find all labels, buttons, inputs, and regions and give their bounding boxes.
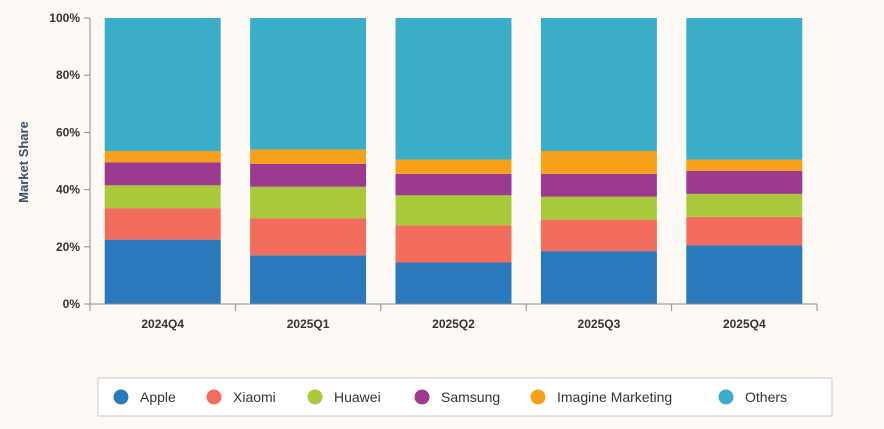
bar-2025q3-imagine-marketing	[540, 150, 657, 174]
legend-swatch	[206, 389, 222, 405]
legend-label: Huawei	[334, 389, 381, 405]
legend-item-apple[interactable]: Apple	[113, 389, 177, 405]
bar-2025q2-imagine-marketing	[395, 159, 512, 174]
bar-2024q4-imagine-marketing	[104, 150, 221, 163]
bar-2025q1-xiaomi	[250, 218, 367, 256]
x-tick-label: 2025Q3	[578, 317, 621, 331]
legend-item-others[interactable]: Others	[718, 389, 788, 405]
bar-2025q1-apple	[250, 255, 367, 304]
bar-2025q1-huawei	[250, 186, 367, 219]
legend-item-samsung[interactable]: Samsung	[414, 389, 501, 405]
bar-2024q4-samsung	[104, 162, 221, 186]
bar-2024q4-huawei	[104, 185, 221, 209]
bar-2025q4-imagine-marketing	[686, 159, 803, 172]
legend-label: Samsung	[441, 389, 500, 405]
legend-swatch	[113, 389, 129, 405]
bar-2025q1-others	[250, 18, 367, 150]
bar-2025q3-xiaomi	[540, 219, 657, 252]
legend-item-huawei[interactable]: Huawei	[307, 389, 381, 405]
bar-2025q1-imagine-marketing	[250, 149, 367, 164]
bar-2024q4-apple	[104, 239, 221, 304]
bar-2025q2-apple	[395, 262, 512, 304]
bar-2025q4-xiaomi	[686, 216, 803, 246]
bar-2025q3-others	[540, 18, 657, 151]
bar-2025q3-huawei	[540, 196, 657, 220]
x-tick-label: 2025Q2	[432, 317, 475, 331]
bar-2025q4-others	[686, 18, 803, 160]
bar-2024q4-xiaomi	[104, 208, 221, 240]
legend-item-xiaomi[interactable]: Xiaomi	[206, 389, 276, 405]
legend: Apple Xiaomi Huawei Samsung Imagine Marketin…	[97, 377, 833, 417]
bar-2025q3-samsung	[540, 173, 657, 197]
y-tick-label: 0%	[63, 297, 81, 311]
bar-2025q2-xiaomi	[395, 225, 512, 263]
bar-2025q1-samsung	[250, 163, 367, 187]
legend-label: Imagine Marketing	[557, 389, 672, 405]
bar-2025q4-huawei	[686, 193, 803, 217]
bar-2025q4-apple	[686, 245, 803, 304]
bar-2025q2-huawei	[395, 195, 512, 226]
legend-swatch	[718, 389, 734, 405]
x-axis: 2024Q4 2025Q1 2025Q2 2025Q3 2025Q4	[89, 303, 818, 331]
y-axis: 0% 20% 40% 60% 80% 100%	[49, 11, 91, 311]
bar-2024q4-others	[104, 18, 221, 151]
y-axis-title: Market Share	[16, 121, 31, 203]
y-tick-label: 80%	[56, 68, 80, 82]
bar-2025q3-apple	[540, 251, 657, 304]
x-tick-label: 2025Q1	[287, 317, 330, 331]
y-tick-label: 40%	[56, 183, 80, 197]
y-tick-label: 100%	[49, 11, 80, 25]
legend-item-imagine-marketing[interactable]: Imagine Marketing	[530, 389, 673, 405]
plot-area	[104, 18, 803, 304]
x-tick-label: 2025Q4	[723, 317, 766, 331]
bar-2025q2-others	[395, 18, 512, 160]
legend-swatch	[414, 389, 430, 405]
legend-label: Others	[745, 389, 787, 405]
legend-swatch	[307, 389, 323, 405]
y-tick-label: 60%	[56, 125, 80, 139]
bar-2025q2-samsung	[395, 173, 512, 196]
x-tick-label: 2024Q4	[141, 317, 184, 331]
bar-2025q4-samsung	[686, 171, 803, 194]
y-tick-label: 20%	[56, 240, 80, 254]
legend-swatch	[530, 389, 546, 405]
legend-label: Apple	[140, 389, 176, 405]
legend-label: Xiaomi	[233, 389, 276, 405]
